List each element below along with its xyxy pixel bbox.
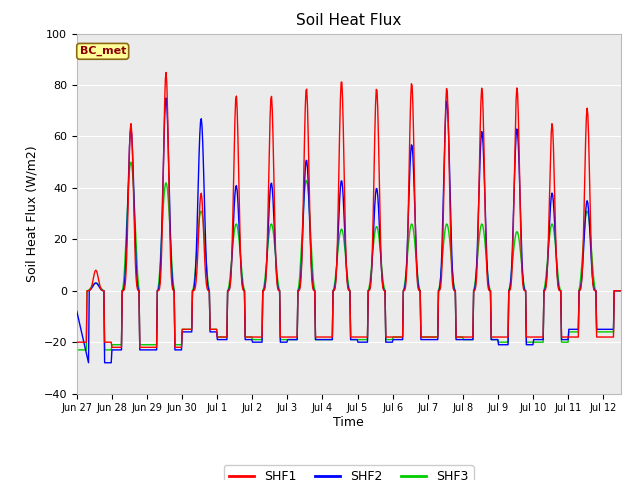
X-axis label: Time: Time [333, 416, 364, 429]
Title: Soil Heat Flux: Soil Heat Flux [296, 13, 401, 28]
Text: BC_met: BC_met [79, 46, 126, 57]
Y-axis label: Soil Heat Flux (W/m2): Soil Heat Flux (W/m2) [25, 145, 38, 282]
Legend: SHF1, SHF2, SHF3: SHF1, SHF2, SHF3 [224, 465, 474, 480]
